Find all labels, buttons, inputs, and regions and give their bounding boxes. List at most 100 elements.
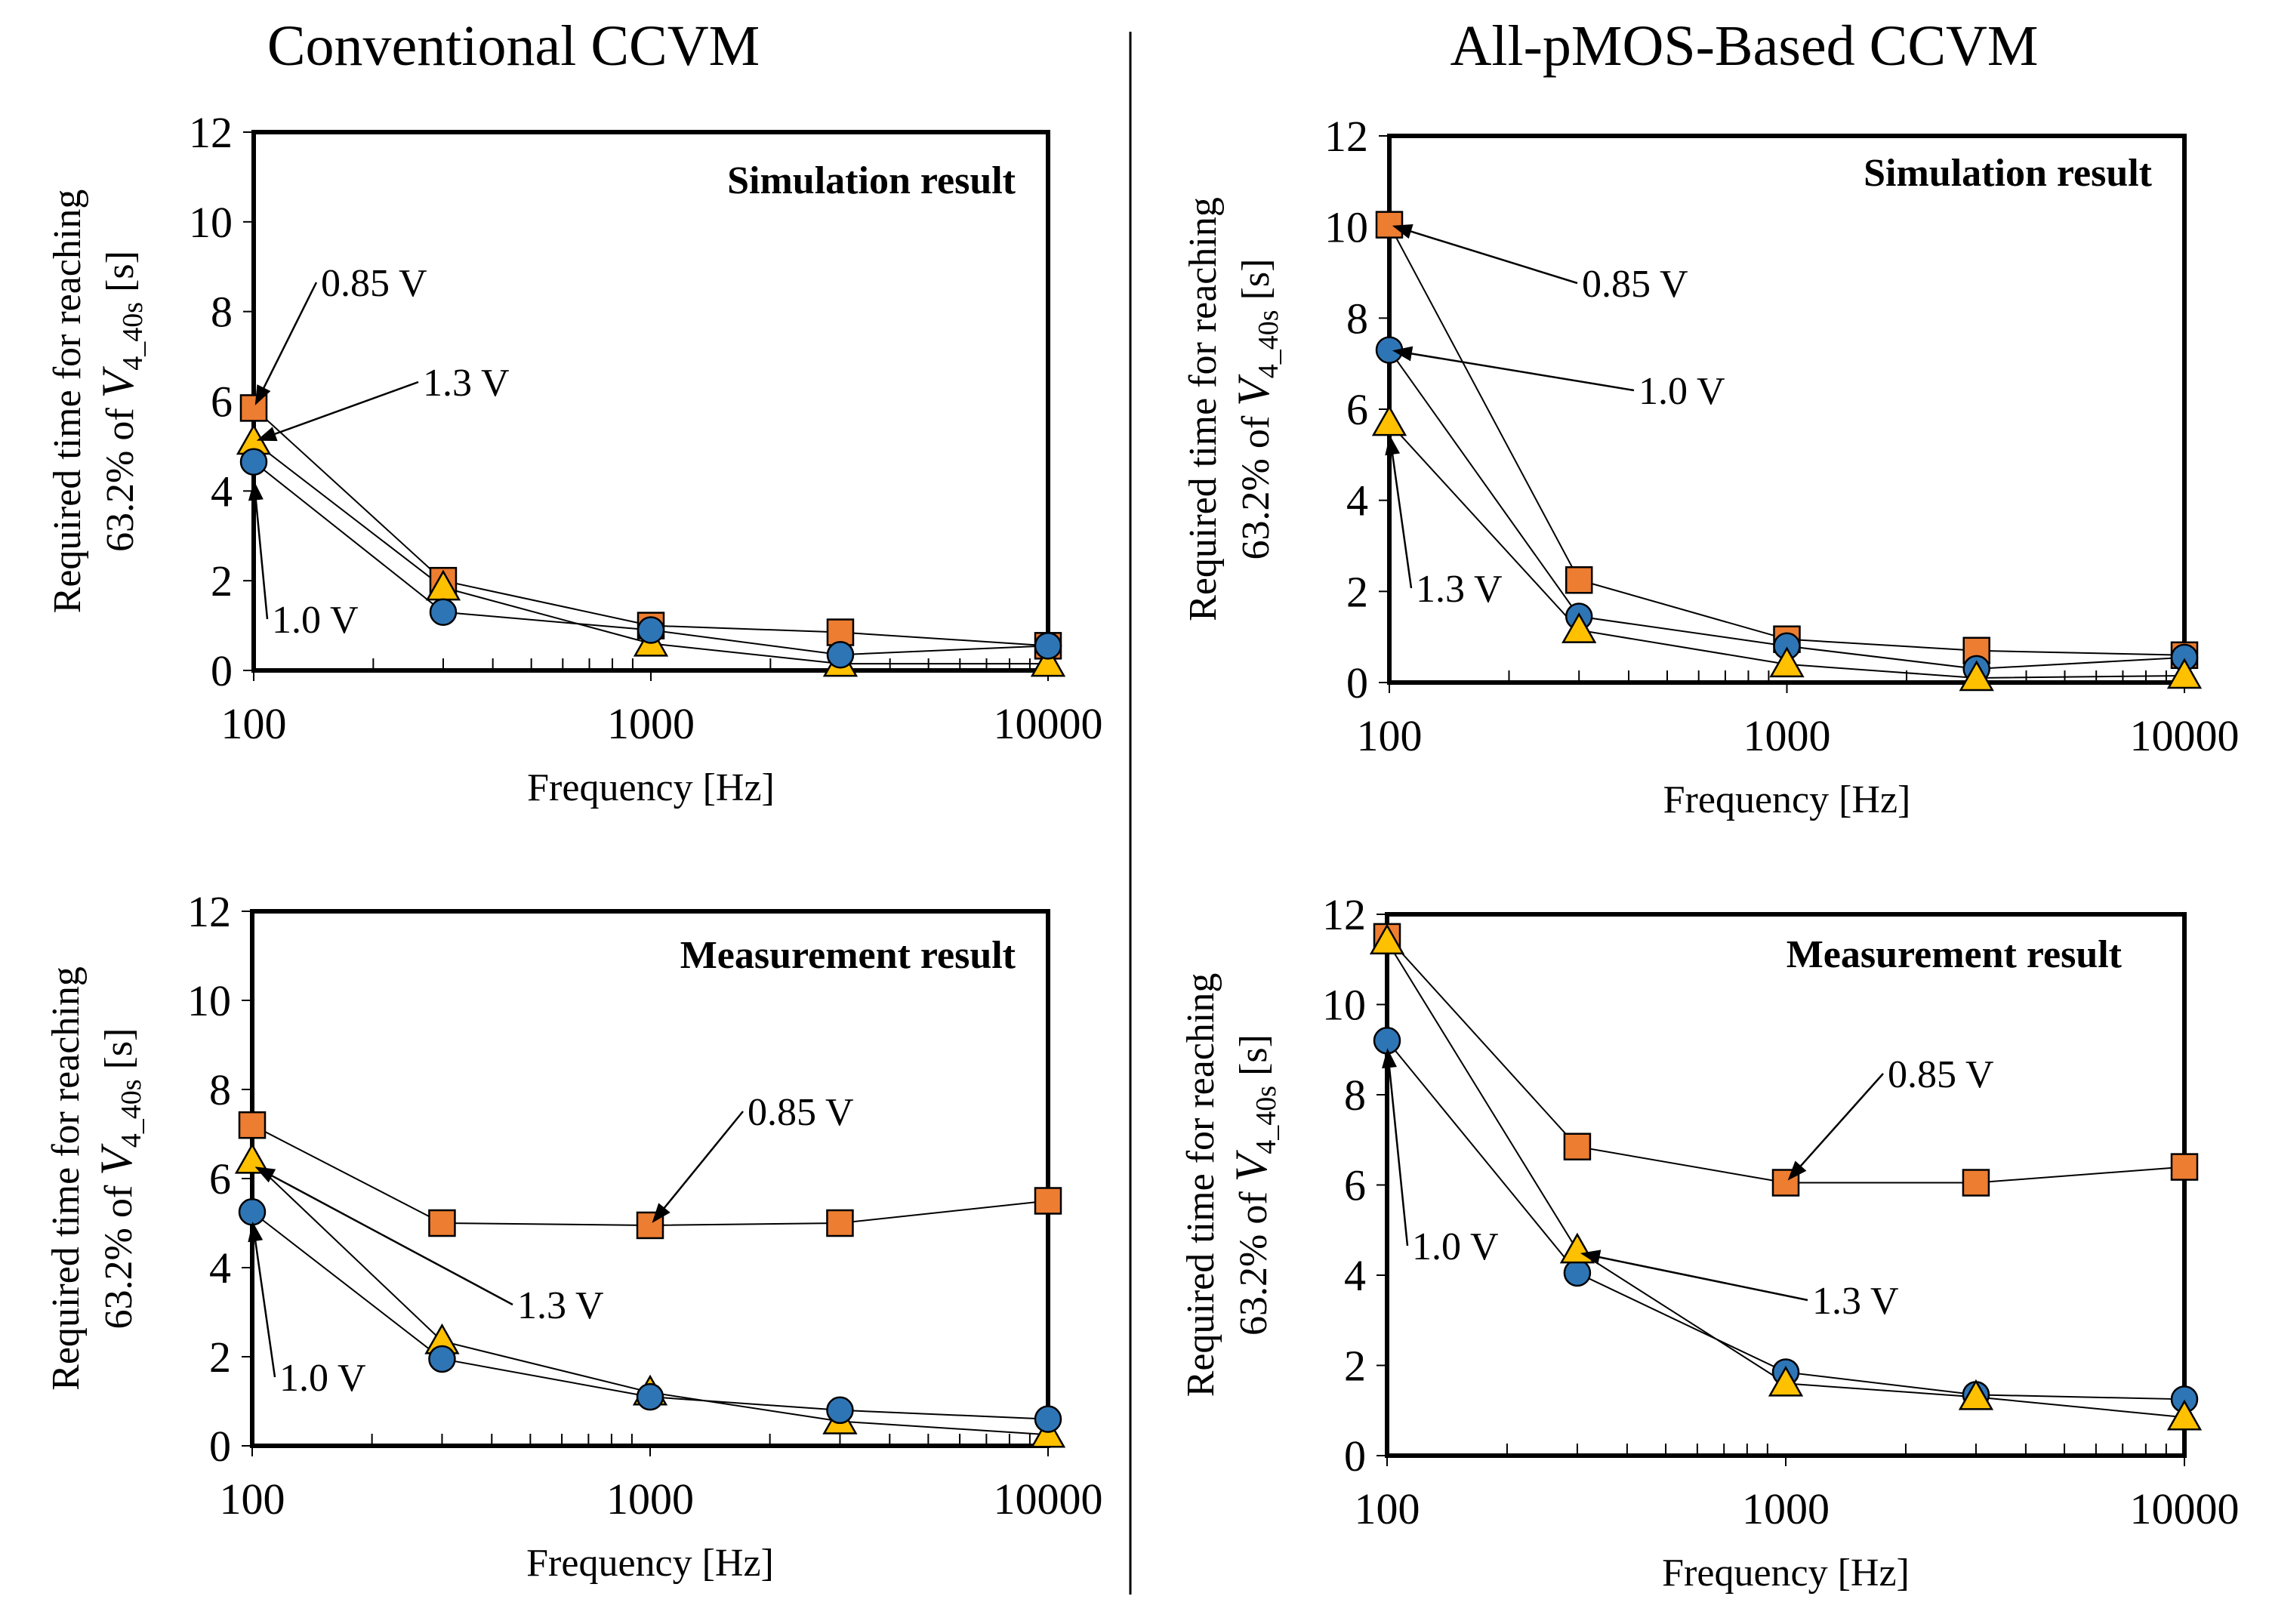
panel-title: Simulation result	[727, 159, 1016, 202]
y-axis-label-prefix: 63.2% of	[1235, 406, 1278, 560]
data-point-triangle-1-3-V	[2166, 1399, 2203, 1431]
data-point-square-0-85-V	[2170, 1153, 2199, 1181]
annotation-arrowhead	[1580, 1250, 1602, 1265]
chart-panel-3: 0 2 4 6 8 10 12 100 1000 10000 Frequency [Hz] Requi…	[45, 887, 1103, 1585]
y-axis-label-variable: V	[93, 365, 143, 398]
y-tick-label: 2	[1346, 567, 1368, 616]
x-tick-label: 10000	[994, 1475, 1103, 1524]
y-axis-label-line1: Required time for reaching	[1179, 973, 1222, 1398]
data-point-square-0-85-V	[238, 1111, 267, 1139]
x-axis-label: Frequency [Hz]	[1663, 778, 1911, 821]
chart-panel-1: 0 2 4 6 8 10 12 100 1000 10000 Frequency [Hz] Requi…	[46, 108, 1103, 809]
annotation-label: 1.0 V	[279, 1357, 366, 1400]
x-axis-label: Frequency [Hz]	[527, 766, 775, 809]
y-tick-label: 6	[1346, 385, 1368, 434]
annotation-arrow	[266, 381, 419, 439]
x-tick-label: 100	[1355, 1484, 1420, 1533]
annotation-arrowhead	[1382, 1048, 1397, 1069]
y-axis-label-subscript: 4_40s	[117, 302, 149, 371]
annotation-arrowhead	[256, 427, 278, 442]
data-point-square-0-85-V	[1375, 211, 1404, 239]
panel-title: Measurement result	[1787, 933, 2123, 976]
y-tick-label: 6	[211, 377, 233, 427]
data-point-circle-1-0-V	[826, 640, 855, 669]
data-point-triangle-1-3-V	[1769, 646, 1805, 678]
annotation-label: 1.3 V	[1812, 1280, 1899, 1323]
y-tick-label: 12	[1322, 890, 1366, 939]
column-title-conventional: Conventional CCVM	[267, 14, 760, 78]
series-line-0-85-V	[251, 1124, 1049, 1226]
panel-title: Measurement result	[680, 934, 1016, 977]
y-tick-label: 4	[1344, 1251, 1366, 1300]
annotation-arrow	[1387, 1059, 1409, 1247]
data-point-circle-1-0-V	[429, 598, 458, 627]
data-point-square-0-85-V	[1563, 1132, 1592, 1160]
y-tick-label: 0	[211, 646, 233, 695]
y-tick-label: 4	[211, 467, 233, 516]
data-point-circle-1-0-V	[637, 616, 665, 644]
panel-title: Simulation result	[1864, 152, 2153, 195]
y-tick-label: 8	[211, 288, 233, 337]
series-line-1-0-V	[1389, 349, 2185, 670]
y-tick-label: 12	[189, 108, 233, 157]
annotation-arrow	[1590, 1254, 1808, 1302]
series-line-0-85-V	[253, 407, 1049, 647]
data-point-square-0-85-V	[826, 1209, 854, 1237]
data-point-triangle-1-3-V	[1958, 1379, 1994, 1410]
data-point-square-0-85-V	[1034, 1187, 1062, 1215]
x-tick-label: 10000	[2130, 1484, 2240, 1533]
y-tick-label: 0	[1346, 658, 1368, 707]
data-point-square-0-85-V	[1565, 566, 1593, 594]
y-axis-label-subscript: 4_40s	[1253, 310, 1284, 378]
data-point-triangle-1-3-V	[1369, 923, 1405, 955]
data-point-circle-1-0-V	[1034, 1405, 1062, 1433]
annotation-label: 1.0 V	[1639, 370, 1725, 413]
y-tick-label: 0	[209, 1422, 231, 1471]
plot-frame	[251, 130, 1050, 673]
y-tick-label: 12	[1324, 112, 1368, 161]
y-tick-label: 2	[1344, 1342, 1366, 1391]
data-point-circle-1-0-V	[238, 1198, 267, 1226]
data-point-circle-1-0-V	[1563, 1259, 1592, 1287]
y-axis-label-variable: V	[1226, 1149, 1276, 1182]
data-point-square-0-85-V	[1962, 1169, 1990, 1197]
y-tick-label: 4	[1346, 476, 1368, 525]
annotation-arrow	[1402, 351, 1635, 392]
annotation-arrowhead	[652, 1203, 671, 1223]
data-point-circle-1-0-V	[239, 448, 268, 476]
x-axis-label: Frequency [Hz]	[526, 1542, 774, 1585]
y-axis-label-line1: Required time for reaching	[46, 190, 89, 614]
annotation-label: 1.3 V	[1416, 568, 1503, 611]
annotation-label: 1.3 V	[517, 1284, 604, 1327]
y-tick-label: 10	[189, 198, 233, 247]
y-axis-label-subscript: 4_40s	[1250, 1086, 1282, 1154]
x-tick-label: 10000	[2130, 711, 2240, 760]
data-point-triangle-1-3-V	[1561, 612, 1597, 643]
series-line-1-0-V	[1386, 1040, 2185, 1401]
annotation-arrowhead	[254, 384, 271, 405]
y-tick-label: 4	[209, 1243, 231, 1293]
y-axis-label-variable: V	[1229, 374, 1278, 406]
annotation-label: 0.85 V	[1582, 263, 1688, 306]
annotation-arrow	[1390, 445, 1413, 589]
y-axis-label-subscript: 4_40s	[116, 1079, 147, 1148]
data-point-square-0-85-V	[428, 1209, 456, 1237]
y-axis-label-prefix: 63.2% of	[99, 398, 142, 552]
plot-frame	[1385, 912, 2187, 1458]
annotation-label: 1.0 V	[272, 599, 359, 642]
annotation-arrow	[258, 282, 318, 396]
y-axis-label-prefix: 63.2% of	[97, 1176, 140, 1330]
y-tick-label: 2	[209, 1333, 231, 1382]
y-axis-label-unit: [s]	[99, 251, 142, 302]
annotation-arrowhead	[1787, 1160, 1807, 1181]
annotation-label: 0.85 V	[748, 1091, 854, 1134]
annotation-arrow	[1794, 1073, 1884, 1173]
y-axis-label-line2: 63.2% of V4_40s [s]	[93, 251, 149, 552]
annotation-arrowhead	[1392, 223, 1414, 239]
x-tick-label: 1000	[1743, 711, 1831, 760]
y-axis-label-unit: [s]	[1235, 259, 1278, 310]
chart-panel-2: 0 2 4 6 8 10 12 100 1000 10000 Frequency [Hz] Requi…	[1182, 112, 2240, 821]
data-point-circle-1-0-V	[428, 1345, 456, 1373]
data-point-square-0-85-V	[239, 394, 268, 422]
